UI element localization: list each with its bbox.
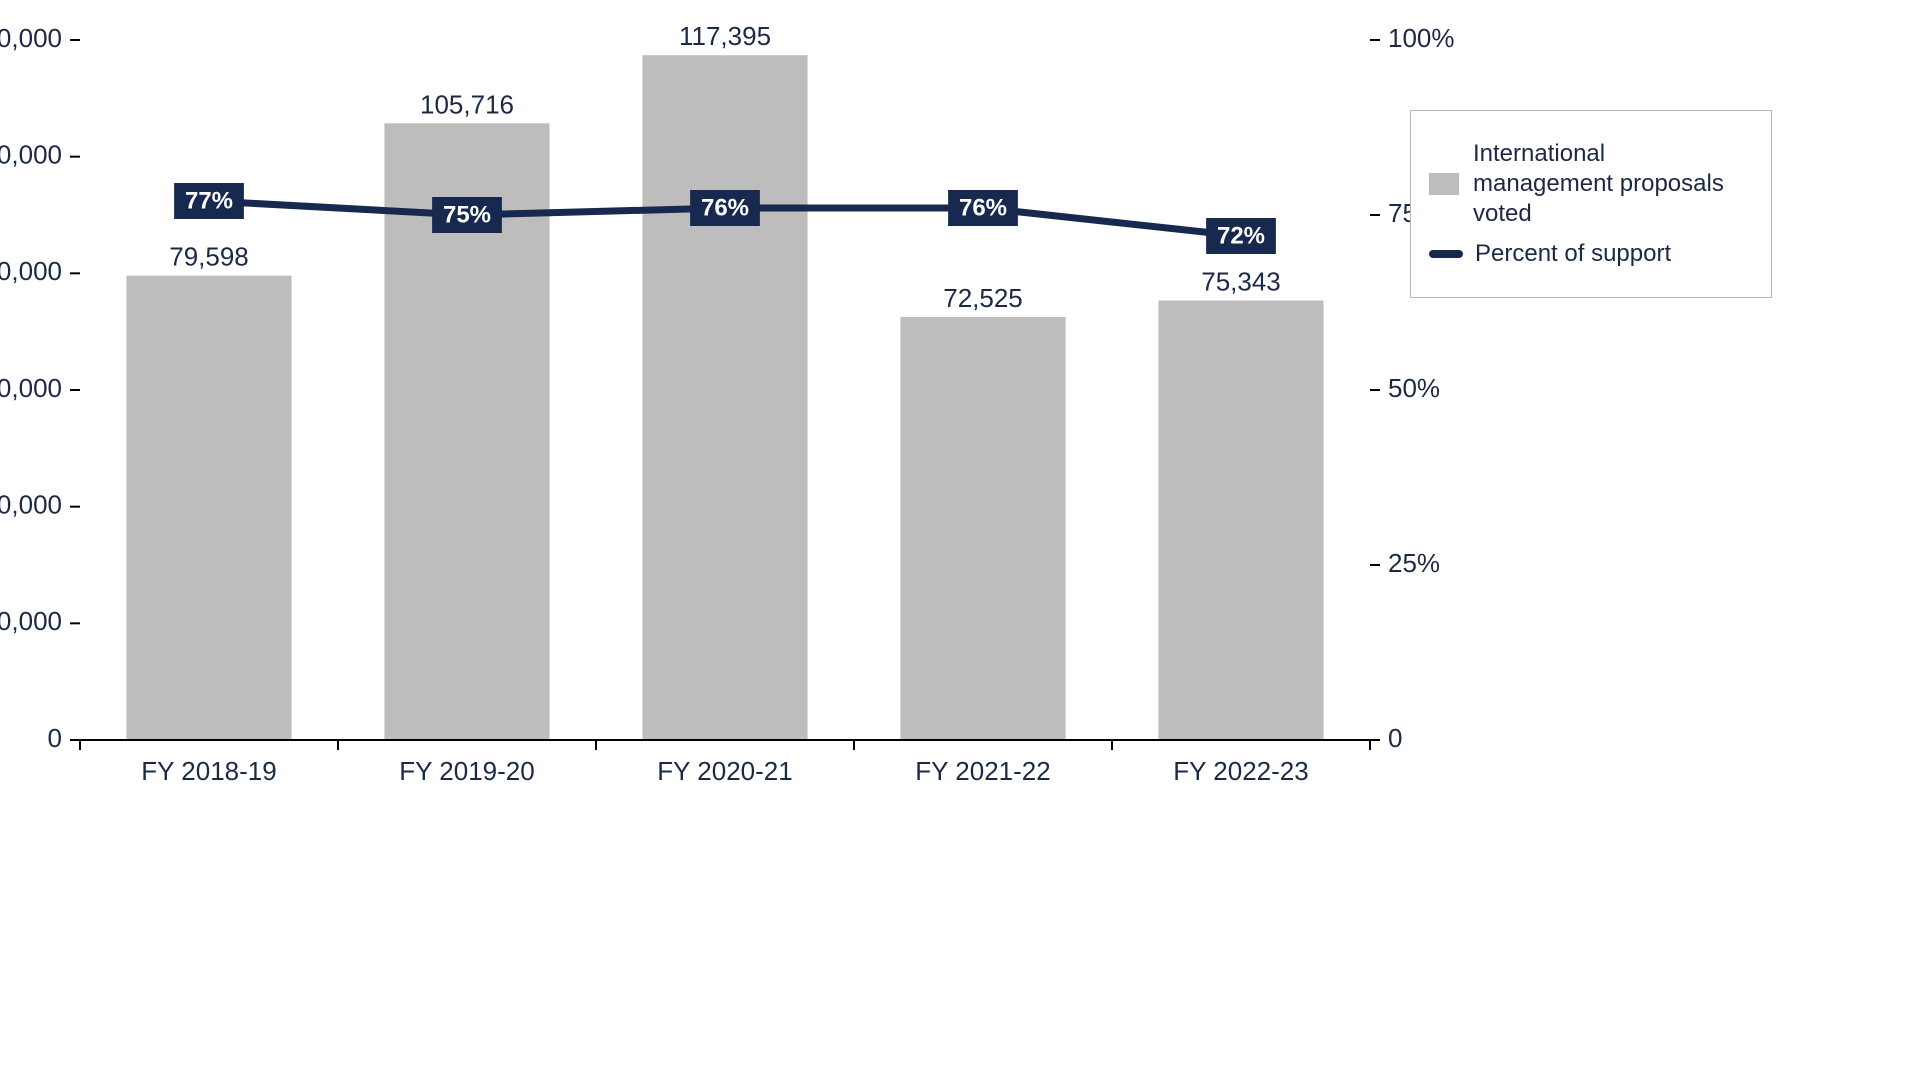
y-left-tick-label: 0 — [48, 723, 62, 753]
x-category-label: FY 2018-19 — [141, 756, 276, 786]
y-right-tick-label: 0 — [1388, 723, 1402, 753]
line-point-label: 76% — [701, 195, 749, 222]
bar-value-label: 117,395 — [679, 21, 771, 51]
y-left-tick-label: 60,000 — [0, 373, 62, 403]
x-category-label: FY 2022-23 — [1173, 756, 1308, 786]
y-left-tick-label: 40,000 — [0, 490, 62, 520]
bar — [1158, 300, 1323, 740]
bar — [642, 55, 807, 740]
bar — [900, 317, 1065, 740]
legend-label: International management proposals voted — [1473, 139, 1749, 229]
legend-label: Percent of support — [1475, 239, 1671, 269]
line-point-label: 75% — [443, 202, 491, 229]
bar-value-label: 75,343 — [1201, 266, 1281, 296]
bar-value-label: 72,525 — [943, 283, 1023, 313]
y-right-tick-label: 50% — [1388, 373, 1440, 403]
y-right-tick-label: 100% — [1388, 23, 1455, 53]
legend-item-line: Percent of support — [1429, 239, 1749, 269]
bar — [126, 276, 291, 740]
bar-value-label: 105,716 — [420, 89, 514, 119]
y-left-tick-label: 120,000 — [0, 23, 62, 53]
bar-value-label: 79,598 — [169, 242, 249, 272]
line-point-label: 72% — [1217, 223, 1265, 250]
y-left-tick-label: 20,000 — [0, 606, 62, 636]
y-left-tick-label: 100,000 — [0, 140, 62, 170]
chart-container: 0 20,000 40,000 60,000 80,000 100,000 120,000 0… — [0, 0, 1920, 1080]
legend: International management proposals voted… — [1410, 110, 1772, 298]
legend-item-bars: International management proposals voted — [1429, 139, 1749, 229]
legend-swatch-bar — [1429, 173, 1459, 195]
x-category-label: FY 2019-20 — [399, 756, 534, 786]
x-category-label: FY 2021-22 — [915, 756, 1050, 786]
line-point-label: 77% — [185, 188, 233, 215]
x-category-label: FY 2020-21 — [657, 756, 792, 786]
y-left-tick-label: 80,000 — [0, 256, 62, 286]
line-point-label: 76% — [959, 195, 1007, 222]
legend-swatch-line — [1429, 250, 1463, 258]
y-right-tick-label: 25% — [1388, 548, 1440, 578]
